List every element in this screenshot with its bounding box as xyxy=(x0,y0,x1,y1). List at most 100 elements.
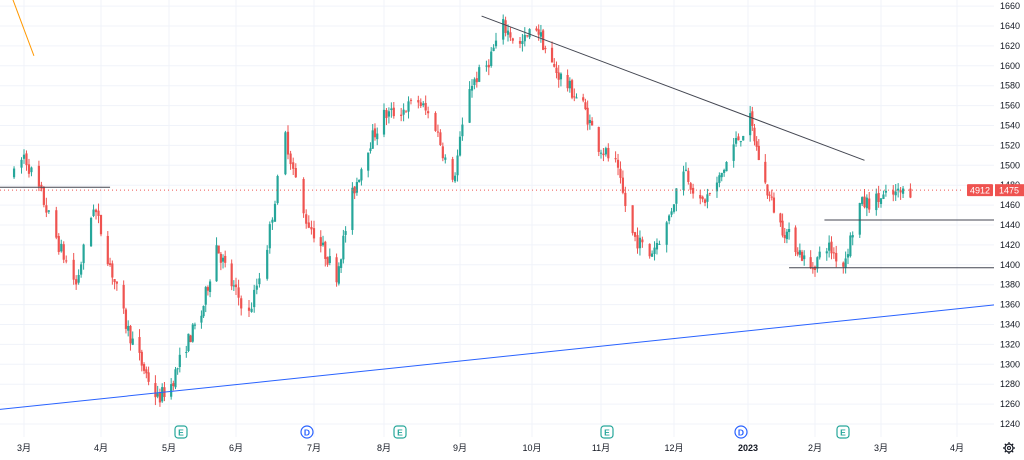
x-tick-label: 12月 xyxy=(664,443,683,453)
candle xyxy=(302,177,305,218)
price-axis[interactable]: 1240 1260 1280 1300 1320 1340 1360 1380 1400 1420… xyxy=(1000,1,1020,429)
candle xyxy=(535,26,538,32)
trendline[interactable] xyxy=(0,0,35,57)
y-tick-label: 1500 xyxy=(1000,160,1020,170)
candle xyxy=(865,194,868,217)
candle xyxy=(390,102,393,118)
candle xyxy=(597,126,600,157)
candle xyxy=(816,256,819,273)
candle xyxy=(624,186,627,212)
trendline[interactable] xyxy=(481,15,865,161)
candle xyxy=(487,59,490,76)
candle xyxy=(367,152,370,178)
candle xyxy=(373,123,377,141)
candle xyxy=(174,366,177,390)
candle xyxy=(586,100,589,131)
x-tick-label: 6月 xyxy=(229,443,243,453)
candle xyxy=(894,184,897,201)
candle xyxy=(882,190,885,200)
candle xyxy=(353,186,356,200)
candle xyxy=(382,103,386,138)
candle xyxy=(544,45,547,54)
y-tick-label: 1520 xyxy=(1000,140,1020,150)
candle xyxy=(122,280,125,314)
candle xyxy=(553,58,556,68)
candle xyxy=(689,181,692,194)
candle xyxy=(868,191,871,213)
candle xyxy=(809,250,812,270)
candle xyxy=(284,130,287,176)
candle xyxy=(757,139,760,161)
candle xyxy=(178,347,181,373)
candle xyxy=(310,220,313,235)
candle xyxy=(230,259,233,291)
candle xyxy=(832,247,835,259)
candle xyxy=(142,362,146,375)
candle xyxy=(60,239,63,253)
candle xyxy=(772,192,776,214)
earnings-event-marker[interactable]: E xyxy=(393,425,407,439)
candle xyxy=(400,107,403,122)
earnings-event-marker[interactable]: E xyxy=(836,425,850,439)
candle xyxy=(557,65,560,88)
candle xyxy=(77,269,80,285)
candle xyxy=(742,135,745,141)
candle xyxy=(108,257,112,267)
candle xyxy=(392,102,395,119)
earnings-event-marker[interactable]: E xyxy=(174,425,188,439)
earnings-event-marker[interactable]: E xyxy=(600,425,614,439)
dividend-event-marker[interactable]: D xyxy=(734,425,748,439)
candle xyxy=(268,221,271,254)
y-tick-label: 1300 xyxy=(1000,359,1020,369)
trendlines xyxy=(0,0,1016,411)
candle xyxy=(72,252,75,285)
candle xyxy=(444,154,447,164)
trendline[interactable] xyxy=(0,302,1016,411)
settings-gear-icon[interactable] xyxy=(1003,442,1015,454)
y-tick-label: 1240 xyxy=(1000,419,1020,429)
candle xyxy=(138,329,141,361)
candle xyxy=(779,212,782,227)
y-tick-label: 1460 xyxy=(1000,200,1020,210)
candle xyxy=(176,367,179,375)
candle xyxy=(504,16,507,37)
candle xyxy=(559,72,563,87)
candle xyxy=(434,111,437,132)
candle xyxy=(47,209,50,214)
candle xyxy=(326,256,329,267)
candle xyxy=(189,334,192,343)
candle xyxy=(113,279,116,290)
candle xyxy=(602,147,605,162)
candle xyxy=(55,206,58,240)
x-tick-label: 2023 xyxy=(738,443,758,453)
candle xyxy=(289,150,292,170)
candle xyxy=(879,197,883,208)
candle xyxy=(770,189,773,201)
candle xyxy=(621,170,624,195)
candle xyxy=(706,188,709,209)
grid xyxy=(0,0,994,437)
candle xyxy=(703,198,707,207)
candle xyxy=(590,117,594,126)
candle xyxy=(636,227,639,254)
candle xyxy=(755,136,758,151)
y-tick-label: 1320 xyxy=(1000,339,1020,349)
candle xyxy=(521,33,524,52)
candle xyxy=(441,142,444,162)
candle xyxy=(247,300,251,318)
candle xyxy=(830,236,833,260)
candle xyxy=(342,229,345,264)
candle xyxy=(783,227,786,244)
candle xyxy=(599,149,603,159)
time-axis[interactable]: 3月 4月 5月 6月 7月 8月 9月 10月 11月 12月 2023 2月 3月 4月 xyxy=(17,443,964,453)
y-tick-label: 1580 xyxy=(1000,81,1020,91)
candle xyxy=(253,284,256,313)
dividend-event-marker[interactable]: D xyxy=(300,425,314,439)
candle xyxy=(154,375,157,406)
candle xyxy=(158,388,162,407)
candle xyxy=(461,117,464,141)
candle xyxy=(901,185,905,198)
ticker-code-badge xyxy=(967,184,993,197)
